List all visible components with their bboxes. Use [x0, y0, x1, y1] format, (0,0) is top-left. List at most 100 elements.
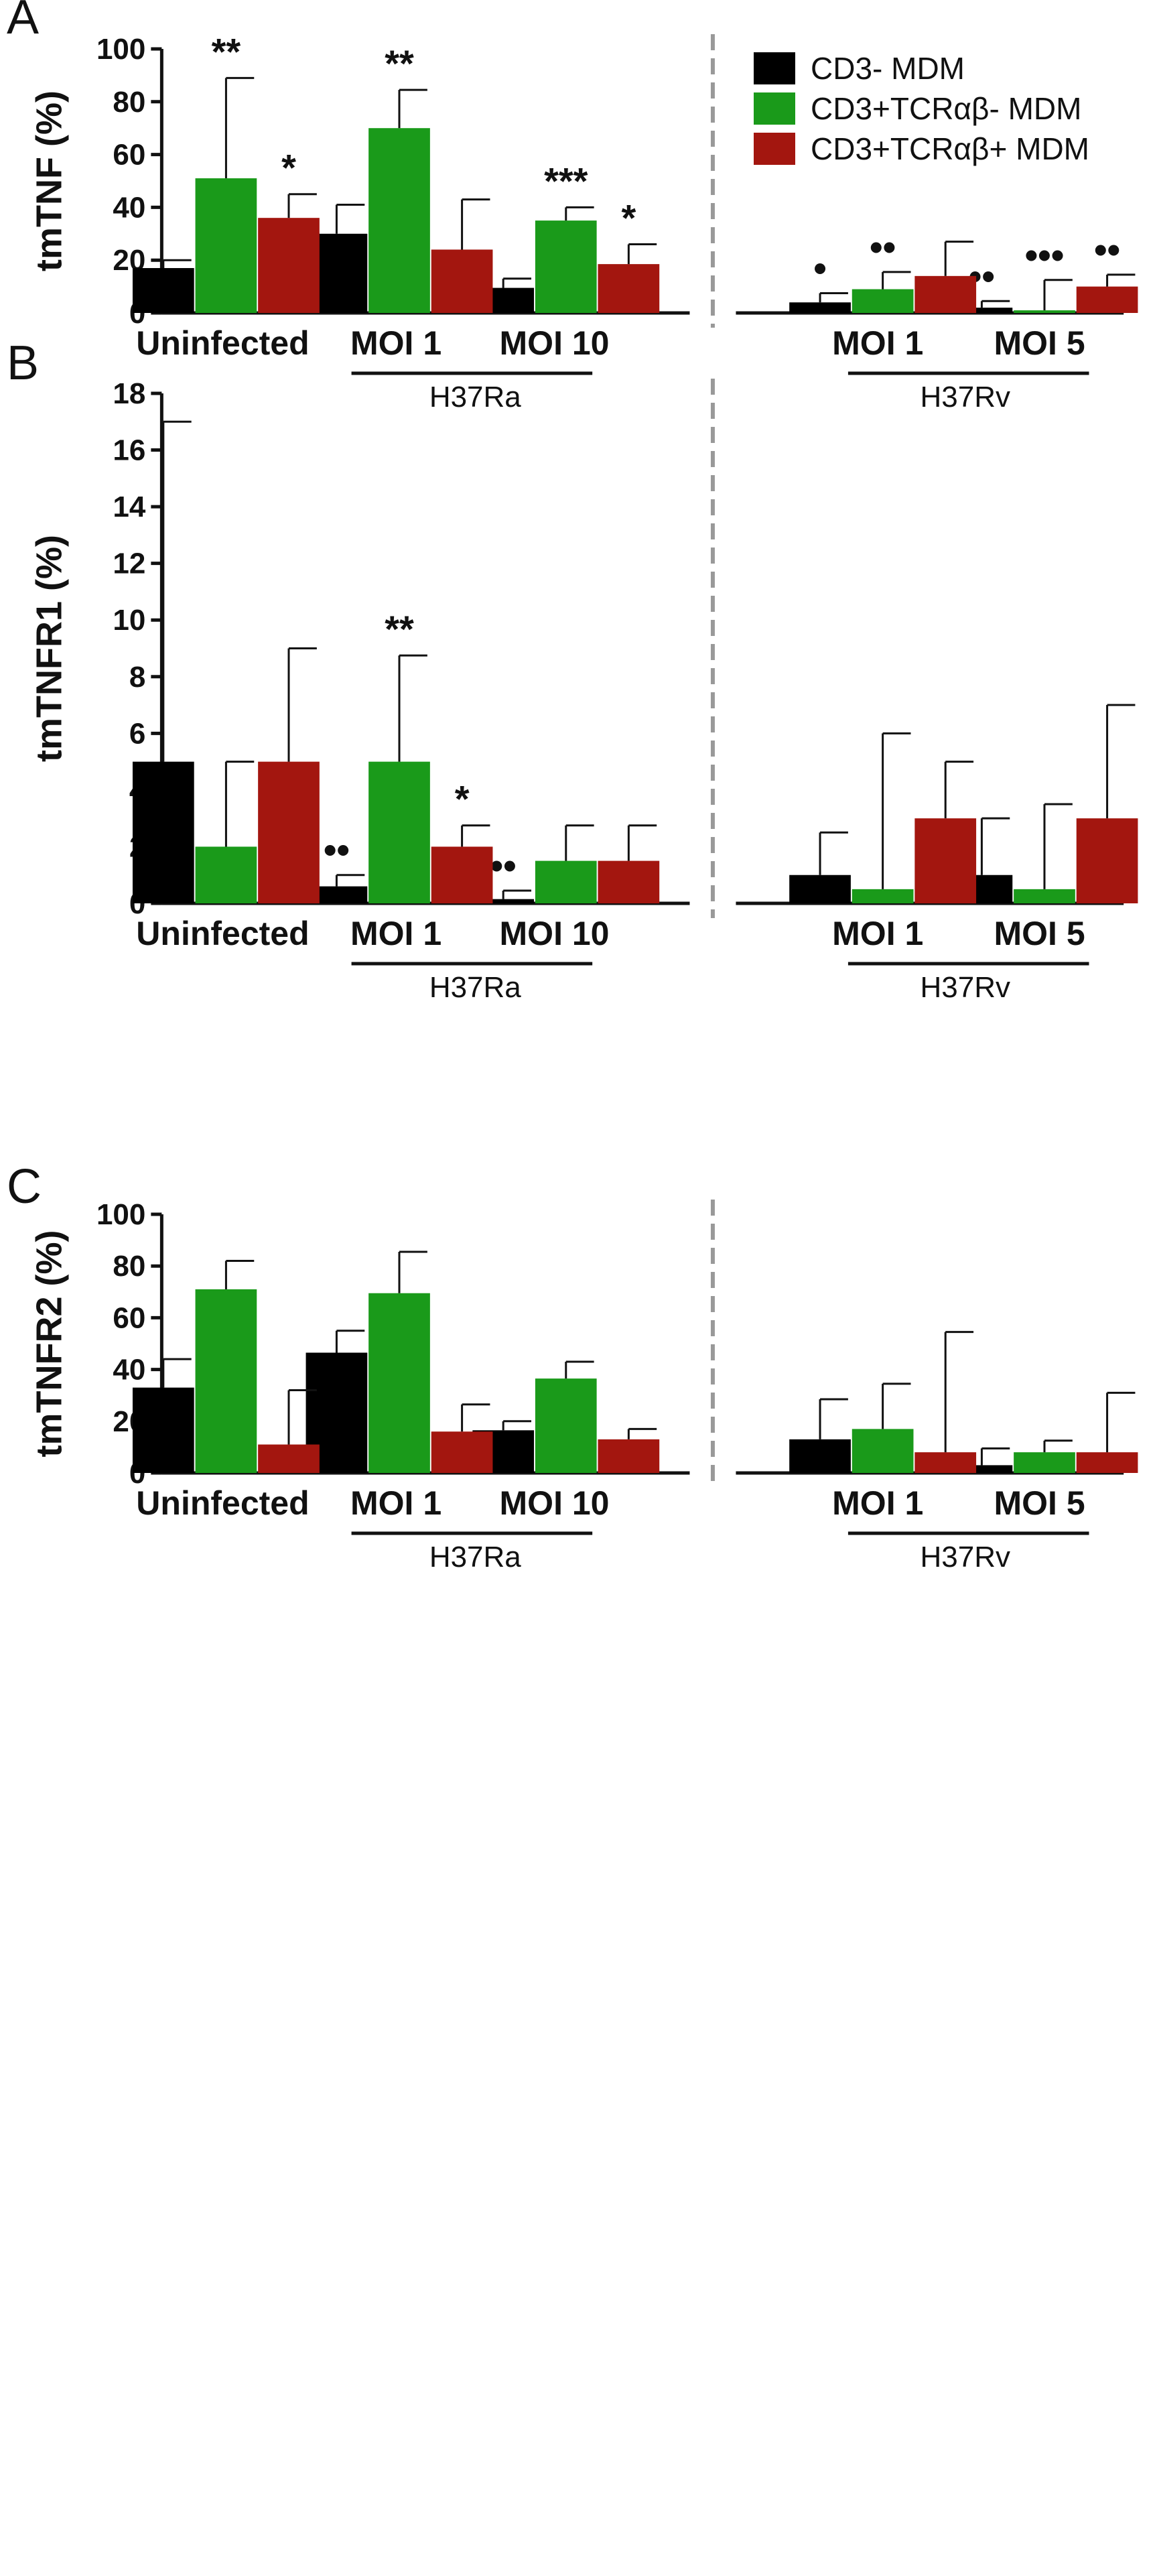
y-tick-label: 18 [113, 377, 145, 410]
y-tick-label: 40 [113, 191, 145, 224]
bar [951, 308, 1013, 313]
category-label: MOI 1 [350, 324, 441, 362]
y-tick-label: 100 [96, 1198, 145, 1231]
bar [789, 302, 851, 313]
category-label: Uninfected [136, 915, 309, 952]
legend: CD3- MDM CD3+TCRαβ- MDM CD3+TCRαβ+ MDM [754, 51, 1089, 166]
category-label: MOI 1 [350, 1484, 441, 1522]
legend-swatch-tcr-pos [754, 133, 795, 165]
bar [598, 1439, 660, 1473]
bar [852, 289, 914, 313]
significance-mark: *** [544, 159, 588, 202]
category-label: MOI 5 [994, 915, 1085, 952]
category-label: MOI 1 [832, 915, 923, 952]
y-tick-label: 6 [129, 717, 145, 750]
category-label: Uninfected [136, 1484, 309, 1522]
category-label: Uninfected [136, 324, 309, 362]
bar [789, 1439, 851, 1473]
bar [1014, 1452, 1075, 1473]
category-label: MOI 10 [500, 324, 610, 362]
category-label: MOI 10 [500, 915, 610, 952]
bar [431, 846, 493, 903]
bar [195, 1289, 257, 1473]
group-label: H37Rv [921, 971, 1011, 1004]
bar [258, 1444, 320, 1473]
bar [431, 1431, 493, 1473]
significance-mark: ••• [1025, 234, 1065, 276]
bar [914, 275, 977, 313]
bar [368, 1293, 430, 1473]
bar [195, 846, 257, 903]
significance-mark: ** [385, 42, 414, 84]
bar [472, 899, 535, 903]
y-tick-label: 80 [113, 1250, 145, 1283]
bar [132, 761, 194, 903]
y-tick-label: 16 [113, 434, 145, 467]
y-tick-label: 14 [113, 491, 145, 523]
significance-mark: •• [1094, 229, 1120, 271]
bar [598, 860, 660, 903]
legend-label-tcr-pos: CD3+TCRαβ+ MDM [811, 131, 1089, 166]
legend-label-cd3-neg: CD3- MDM [811, 51, 965, 86]
y-axis-label: tmTNF (%) [29, 90, 69, 271]
panel-letter: C [7, 1160, 42, 1214]
significance-mark: •• [324, 829, 350, 871]
bar [258, 218, 320, 313]
bar [914, 818, 977, 903]
significance-mark: * [621, 197, 636, 239]
group-label: H37Ra [429, 381, 521, 413]
y-axis-label: tmTNFR1 (%) [29, 535, 69, 762]
bar [789, 875, 851, 903]
category-label: MOI 5 [994, 324, 1085, 362]
significance-mark: * [281, 147, 296, 189]
group-label: H37Rv [921, 1541, 1011, 1573]
bar [368, 761, 430, 903]
significance-mark: * [455, 778, 470, 820]
bar [1014, 310, 1075, 313]
y-tick-label: 60 [113, 1301, 145, 1334]
bar [132, 268, 194, 313]
bar [951, 1465, 1013, 1473]
legend-swatch-cd3-neg [754, 52, 795, 84]
y-tick-label: 40 [113, 1354, 145, 1387]
bar [1076, 818, 1138, 903]
y-tick-label: 8 [129, 661, 145, 694]
y-tick-label: 12 [113, 548, 145, 580]
group-label: H37Ra [429, 971, 521, 1004]
bar [431, 249, 493, 313]
bar [195, 178, 257, 313]
bar [132, 1387, 194, 1473]
group-label: H37Ra [429, 1541, 521, 1573]
significance-mark: •• [490, 844, 517, 887]
category-label: MOI 1 [832, 1484, 923, 1522]
legend-swatch-tcr-neg [754, 92, 795, 125]
panel-letter: A [7, 0, 39, 44]
y-tick-label: 60 [113, 139, 145, 172]
bar [368, 128, 430, 313]
category-label: MOI 1 [832, 324, 923, 362]
legend-label-tcr-neg: CD3+TCRαβ- MDM [811, 91, 1081, 126]
bar [598, 264, 660, 313]
bar [852, 1429, 914, 1473]
significance-mark: •• [870, 226, 896, 268]
bar [852, 889, 914, 903]
category-label: MOI 5 [994, 1484, 1085, 1522]
y-tick-label: 100 [96, 33, 145, 66]
bar [258, 761, 320, 903]
panel-letter: B [7, 336, 39, 390]
category-label: MOI 1 [350, 915, 441, 952]
bar [1076, 286, 1138, 313]
y-tick-label: 80 [113, 86, 145, 119]
bar [535, 860, 597, 903]
bar [535, 1378, 597, 1473]
bar [914, 1452, 977, 1473]
significance-mark: ** [212, 30, 241, 72]
significance-mark: • [813, 247, 827, 289]
group-label: H37Rv [921, 381, 1011, 413]
y-tick-label: 10 [113, 604, 145, 637]
